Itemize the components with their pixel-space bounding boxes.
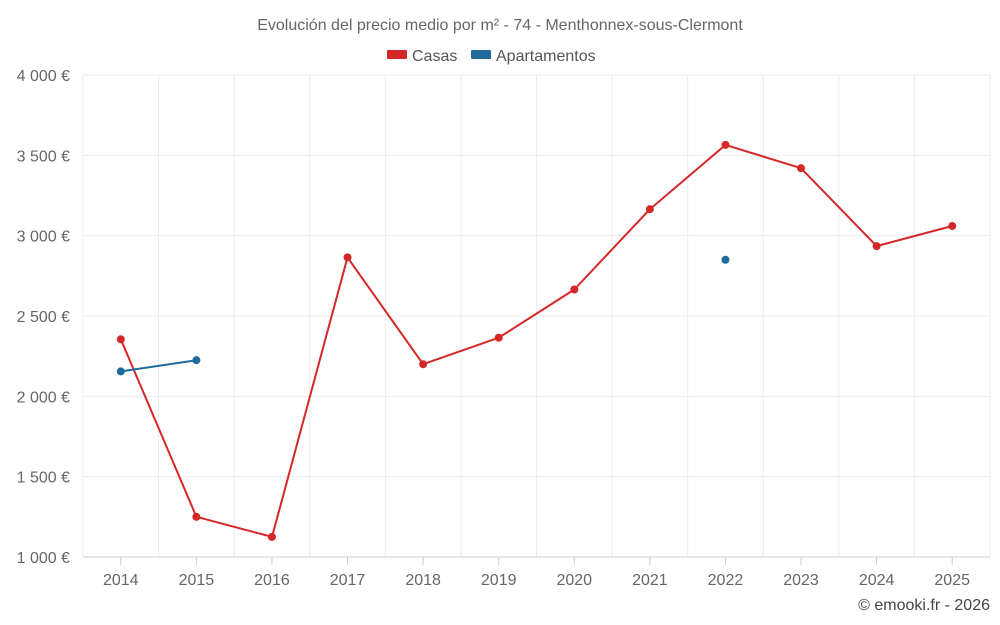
data-point-casas [721, 140, 730, 149]
data-point-casas [948, 222, 957, 231]
chart-title: Evolución del precio medio por m² - 74 -… [257, 17, 743, 34]
x-tick-label: 2019 [481, 572, 517, 589]
x-tick-label: 2015 [179, 572, 215, 589]
x-tick-label: 2014 [103, 572, 139, 589]
data-point-casas [116, 335, 125, 344]
data-point-casas [192, 512, 201, 521]
y-tick-label: 4 000 € [17, 68, 70, 85]
x-tick-label: 2023 [783, 572, 819, 589]
y-tick-label: 3 000 € [17, 229, 70, 246]
y-tick-label: 2 000 € [17, 389, 70, 406]
x-tick-label: 2024 [859, 572, 895, 589]
y-axis: 1 000 € 1 500 € 2 000 € 2 500 € 3 000 € 3 500… [17, 68, 70, 567]
data-point-casas [343, 253, 352, 262]
legend: Casas Apartamentos [387, 48, 596, 65]
x-tick-label: 2020 [556, 572, 592, 589]
data-point-casas [419, 360, 428, 369]
legend-label-casas: Casas [412, 48, 457, 65]
data-point-casas [494, 333, 503, 342]
data-point-casas [797, 164, 806, 173]
data-point-apartamentos [192, 356, 201, 365]
x-axis: 2014 2015 2016 2017 2018 2019 2020 2021 2022 2023… [83, 556, 990, 589]
grid [82, 74, 991, 557]
data-point-casas [872, 242, 881, 251]
y-tick-label: 1 500 € [17, 470, 70, 487]
series-layer [116, 140, 957, 541]
y-tick-label: 1 000 € [17, 550, 70, 567]
x-tick-label: 2017 [330, 572, 366, 589]
x-tick-label: 2021 [632, 572, 668, 589]
data-point-apartamentos [721, 255, 730, 264]
credit: © emooki.fr - 2026 [858, 597, 990, 614]
series-line-casas [119, 143, 953, 538]
x-tick-label: 2025 [934, 572, 970, 589]
legend-swatch-apartamentos [471, 50, 491, 59]
legend-item-casas[interactable]: Casas [387, 48, 457, 65]
legend-label-apartamentos: Apartamentos [496, 48, 596, 65]
legend-item-apartamentos[interactable]: Apartamentos [471, 48, 596, 65]
y-tick-label: 3 500 € [17, 148, 70, 165]
y-tick-label: 2 500 € [17, 309, 70, 326]
data-point-apartamentos [116, 367, 125, 376]
x-tick-label: 2016 [254, 572, 290, 589]
x-tick-label: 2018 [405, 572, 441, 589]
x-tick-label: 2022 [708, 572, 744, 589]
series-line-apartamentos [120, 359, 197, 373]
legend-swatch-casas [387, 50, 407, 59]
data-point-casas [267, 532, 276, 541]
data-point-casas [645, 205, 654, 214]
data-point-casas [570, 285, 579, 294]
